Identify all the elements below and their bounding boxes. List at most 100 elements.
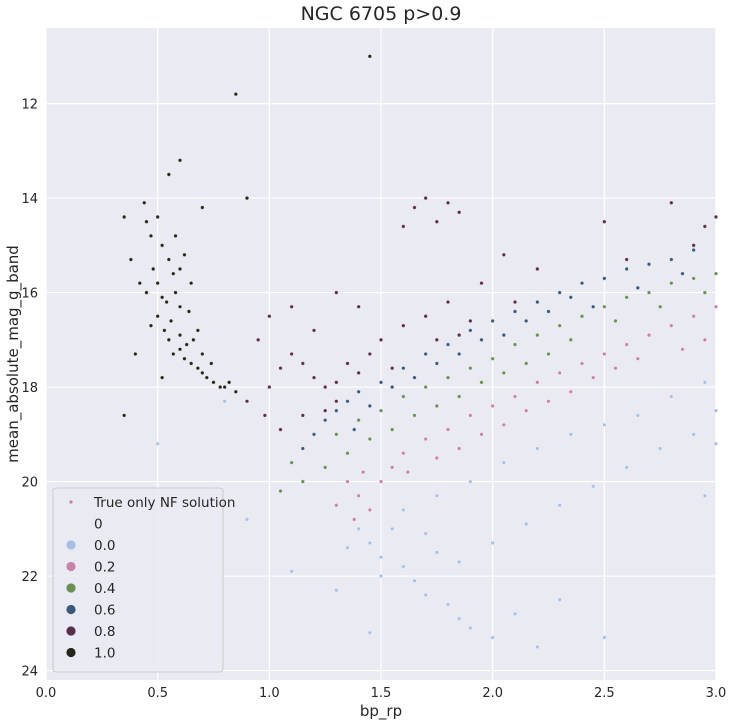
data-point [424, 593, 428, 597]
data-point [513, 395, 517, 399]
legend-marker [66, 540, 75, 549]
data-point [178, 333, 182, 337]
data-point [183, 357, 187, 361]
data-point [491, 357, 495, 361]
data-point [323, 385, 327, 389]
x-axis-ticks: 0.0 0.5 1.0 1.5 2.0 2.5 3.0 [36, 686, 727, 701]
legend-label: 0.0 [94, 538, 115, 554]
data-point [603, 636, 607, 640]
data-point [142, 201, 146, 205]
data-point [335, 588, 339, 592]
data-point [435, 456, 439, 460]
data-point [658, 447, 662, 451]
x-tick-label: 3.0 [706, 686, 727, 701]
data-point [390, 385, 394, 389]
data-point [469, 480, 473, 484]
data-point [209, 362, 213, 366]
data-point [435, 362, 439, 366]
data-point [424, 385, 428, 389]
data-point [183, 253, 187, 257]
data-point [160, 296, 164, 300]
data-point [290, 461, 294, 465]
data-point [201, 352, 205, 356]
data-point [692, 433, 696, 437]
data-point [469, 414, 473, 418]
data-point [636, 414, 640, 418]
data-point [469, 329, 473, 333]
legend-label: 0.2 [94, 560, 115, 576]
data-point [413, 579, 417, 583]
data-point [169, 319, 173, 323]
data-point [174, 234, 178, 238]
data-point [185, 343, 189, 347]
data-point [212, 381, 216, 385]
data-point [636, 357, 640, 361]
data-point [301, 447, 305, 451]
data-point [357, 305, 361, 309]
data-point [714, 272, 718, 276]
data-point [480, 381, 484, 385]
data-point [536, 381, 540, 385]
data-point [413, 376, 417, 380]
data-point [446, 376, 450, 380]
data-point [223, 399, 227, 403]
data-point [335, 433, 339, 437]
data-point [502, 461, 506, 465]
data-point [480, 433, 484, 437]
data-point [502, 423, 506, 427]
legend-marker [69, 500, 72, 503]
data-point [580, 362, 584, 366]
data-point [227, 381, 231, 385]
data-point [156, 314, 160, 318]
data-point [149, 234, 153, 238]
data-point [714, 215, 718, 219]
data-point [156, 215, 160, 219]
data-point [357, 418, 361, 422]
data-point [625, 343, 629, 347]
y-tick-label: 16 [21, 287, 38, 302]
data-point [558, 503, 562, 507]
data-point [524, 409, 528, 413]
data-point [547, 399, 551, 403]
data-point [379, 381, 383, 385]
data-point [457, 617, 461, 621]
data-point [335, 409, 339, 413]
data-point [647, 262, 651, 266]
data-point [368, 631, 372, 635]
data-point [245, 518, 249, 522]
data-point [134, 352, 138, 356]
data-point [614, 319, 618, 323]
data-point [402, 366, 406, 370]
x-tick-label: 0.5 [147, 686, 168, 701]
data-point [390, 466, 394, 470]
data-point [368, 541, 372, 545]
data-point [301, 480, 305, 484]
data-point [167, 173, 171, 177]
data-point [346, 451, 350, 455]
data-point [151, 267, 155, 271]
data-point [513, 612, 517, 616]
data-point [361, 470, 365, 474]
y-tick-label: 24 [21, 665, 38, 680]
data-point [703, 381, 707, 385]
data-point [591, 376, 595, 380]
data-point [603, 423, 607, 427]
data-point [469, 626, 473, 630]
x-tick-label: 1.0 [259, 686, 280, 701]
y-tick-label: 22 [21, 570, 38, 585]
data-point [536, 447, 540, 451]
data-point [670, 201, 674, 205]
data-point [670, 395, 674, 399]
data-point [352, 518, 356, 522]
data-point [435, 494, 439, 498]
data-point [346, 546, 350, 550]
data-point [390, 428, 394, 432]
data-point [156, 442, 160, 446]
data-point [714, 409, 718, 413]
data-point [491, 404, 495, 408]
data-point [301, 414, 305, 418]
data-point [435, 551, 439, 555]
data-point [480, 338, 484, 342]
data-point [457, 395, 461, 399]
data-point [703, 494, 707, 498]
